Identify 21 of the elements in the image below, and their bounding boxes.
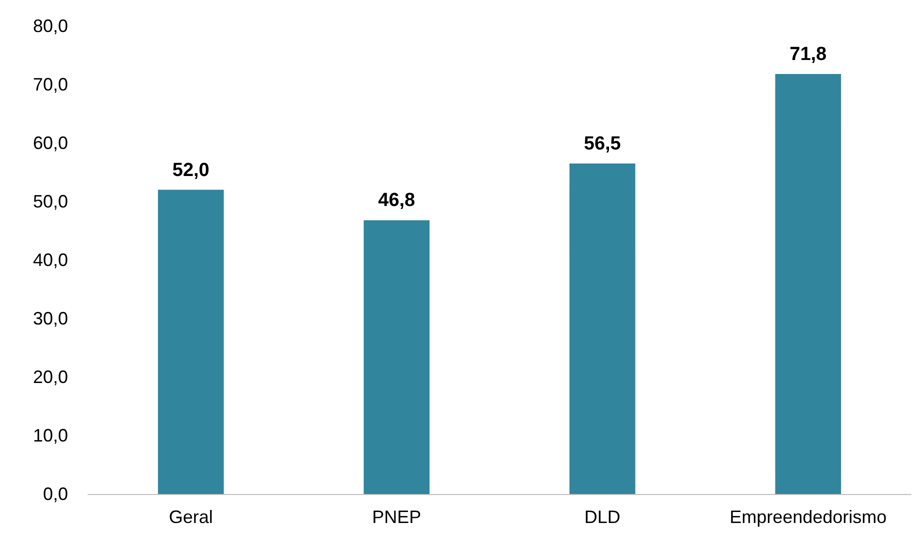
y-tick-label: 40,0 (32, 250, 68, 270)
x-tick-label: DLD (584, 507, 620, 527)
bar (569, 163, 636, 494)
x-tick-label: Geral (168, 507, 213, 527)
y-tick-label: 60,0 (32, 133, 68, 153)
data-label: 52,0 (172, 160, 210, 181)
y-tick-label: 80,0 (32, 16, 68, 36)
y-tick-label: 20,0 (32, 367, 68, 387)
y-tick-label: 10,0 (32, 426, 68, 446)
y-tick-label: 50,0 (32, 192, 68, 212)
y-tick-label: 30,0 (32, 308, 68, 328)
bar (158, 190, 224, 494)
bar (775, 74, 842, 494)
x-tick-label: PNEP (372, 507, 422, 527)
bar (364, 220, 430, 494)
data-label: 71,8 (790, 44, 827, 65)
y-tick-label: 0,0 (42, 484, 68, 504)
x-tick-label: Empreendedorismo (730, 507, 887, 527)
y-tick-label: 70,0 (32, 74, 68, 94)
data-label: 56,5 (584, 133, 622, 154)
data-label: 46,8 (378, 190, 416, 212)
